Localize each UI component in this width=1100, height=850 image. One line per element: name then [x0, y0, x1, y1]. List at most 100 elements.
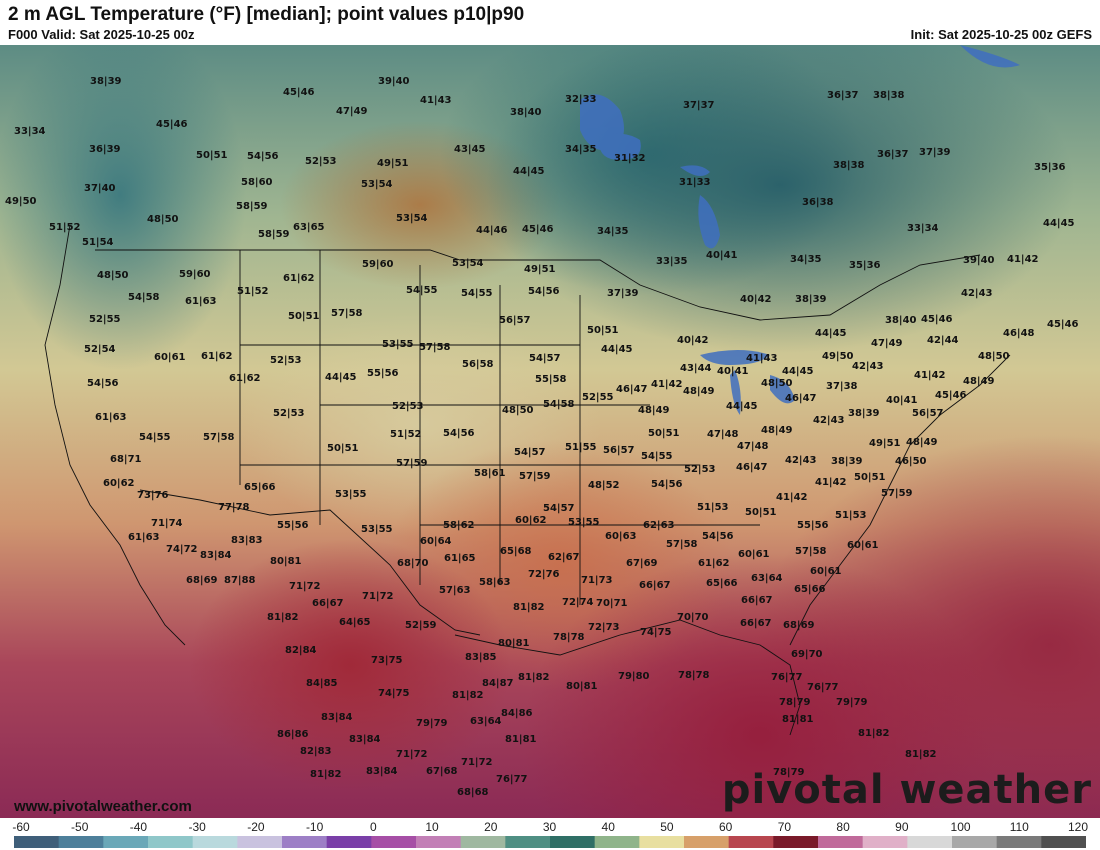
- map-title: 2 m AGL Temperature (°F) [median]; point…: [8, 4, 525, 25]
- point-value-label: 68|71: [110, 454, 142, 465]
- point-value-label: 37|37: [683, 100, 715, 111]
- point-value-label: 83|84: [321, 712, 353, 723]
- colorbar-segment: [862, 836, 908, 848]
- point-value-label: 50|51: [196, 150, 228, 161]
- point-value-label: 50|51: [648, 428, 680, 439]
- point-value-label: 87|88: [224, 575, 256, 586]
- brand-logo: pivotal weather: [721, 767, 1092, 813]
- point-value-label: 55|58: [535, 374, 567, 385]
- colorbar-segment: [282, 836, 328, 848]
- site-url[interactable]: www.pivotalweather.com: [14, 798, 192, 815]
- point-value-label: 58|62: [443, 520, 475, 531]
- point-value-label: 46|47: [616, 384, 648, 395]
- point-value-label: 37|38: [826, 381, 858, 392]
- point-value-label: 58|59: [236, 201, 268, 212]
- point-value-label: 49|50: [822, 351, 854, 362]
- point-value-label: 32|33: [565, 94, 597, 105]
- point-value-label: 49|50: [5, 196, 37, 207]
- point-value-label: 48|49: [906, 437, 938, 448]
- point-value-label: 46|47: [785, 393, 817, 404]
- point-value-label: 81|81: [782, 714, 814, 725]
- point-value-label: 82|83: [300, 746, 332, 757]
- point-value-label: 66|67: [639, 580, 671, 591]
- point-value-label: 38|40: [885, 315, 917, 326]
- point-value-label: 57|58: [203, 432, 235, 443]
- point-value-label: 53|54: [452, 258, 484, 269]
- colorbar-segment: [1041, 836, 1086, 848]
- colorbar-tick-label: 0: [369, 820, 377, 834]
- point-value-label: 52|53: [392, 401, 424, 412]
- point-value-label: 57|58: [795, 546, 827, 557]
- colorbar-segment: [728, 836, 774, 848]
- coastline-east: [789, 354, 1011, 646]
- colorbar-segment: [148, 836, 194, 848]
- point-value-label: 60|62: [103, 478, 135, 489]
- point-value-label: 78|79: [773, 767, 805, 778]
- point-value-label: 52|55: [582, 392, 614, 403]
- point-value-label: 65|66: [794, 584, 826, 595]
- point-value-label: 42|43: [852, 361, 884, 372]
- point-value-label: 56|57: [603, 445, 635, 456]
- header: 2 m AGL Temperature (°F) [median]; point…: [0, 0, 1100, 45]
- point-value-label: 54|55: [641, 451, 673, 462]
- colorbar: -60 -50 -40 -30 -20 -10 0 10 20 30 40 50 60 70 80 90 100…: [0, 818, 1100, 850]
- point-value-label: 71|72: [461, 757, 493, 768]
- point-value-label: 71|72: [362, 591, 394, 602]
- point-value-label: 58|60: [241, 177, 273, 188]
- colorbar-scale: [14, 836, 1086, 848]
- point-value-label: 50|51: [327, 443, 359, 454]
- point-value-label: 80|81: [498, 638, 530, 649]
- point-value-label: 48|52: [588, 480, 620, 491]
- point-value-label: 46|48: [1003, 328, 1035, 339]
- point-value-label: 45|46: [1047, 319, 1079, 330]
- point-value-label: 61|62: [229, 373, 261, 384]
- point-value-label: 58|59: [258, 229, 290, 240]
- point-value-label: 63|64: [470, 716, 502, 727]
- point-value-label: 54|55: [461, 288, 493, 299]
- point-value-label: 38|38: [873, 90, 905, 101]
- point-value-label: 60|63: [605, 531, 637, 542]
- point-value-label: 84|86: [501, 708, 533, 719]
- point-value-label: 82|84: [285, 645, 317, 656]
- colorbar-tick-label: 50: [660, 820, 674, 834]
- point-value-label: 60|61: [847, 540, 879, 551]
- point-value-label: 51|52: [49, 222, 81, 233]
- point-value-label: 50|51: [745, 507, 777, 518]
- point-value-label: 39|40: [378, 76, 410, 87]
- colorbar-segment: [103, 836, 149, 848]
- point-value-label: 54|55: [139, 432, 171, 443]
- point-value-label: 61|62: [283, 273, 315, 284]
- colorbar-tick-label: 70: [777, 820, 792, 834]
- point-value-label: 53|54: [396, 213, 428, 224]
- point-value-label: 59|60: [179, 269, 211, 280]
- point-value-label: 44|46: [476, 225, 508, 236]
- colorbar-tick-label: -50: [71, 820, 89, 834]
- point-value-label: 60|64: [420, 536, 452, 547]
- point-value-label: 44|45: [325, 372, 357, 383]
- state-lines: [239, 250, 760, 605]
- point-value-label: 44|45: [1043, 218, 1075, 229]
- colorbar-segment: [416, 836, 462, 848]
- point-value-label: 42|44: [927, 335, 959, 346]
- point-value-label: 52|53: [270, 355, 302, 366]
- colorbar-tick-label: 10: [425, 820, 439, 834]
- point-value-label: 56|57: [912, 408, 944, 419]
- coastline-gulf: [454, 619, 801, 736]
- point-value-label: 54|56: [247, 151, 279, 162]
- point-value-label: 49|51: [377, 158, 409, 169]
- point-value-label: 51|52: [390, 429, 422, 440]
- point-value-label: 81|82: [518, 672, 550, 683]
- point-value-label: 66|67: [740, 618, 772, 629]
- point-value-label: 42|43: [961, 288, 993, 299]
- point-value-label: 74|75: [378, 688, 410, 699]
- point-value-label: 51|53: [835, 510, 867, 521]
- point-value-label: 84|87: [482, 678, 514, 689]
- point-value-label: 83|84: [349, 734, 381, 745]
- point-value-label: 38|40: [510, 107, 542, 118]
- hudson-bay-ice: [960, 45, 1020, 68]
- point-value-label: 53|55: [568, 517, 600, 528]
- point-value-label: 72|74: [562, 597, 594, 608]
- point-value-label: 76|77: [807, 682, 839, 693]
- point-value-label: 54|57: [543, 503, 575, 514]
- point-value-label: 44|45: [513, 166, 545, 177]
